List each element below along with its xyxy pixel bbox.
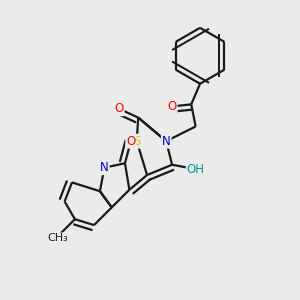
Text: CH₃: CH₃ <box>47 233 68 243</box>
Text: N: N <box>100 161 109 174</box>
Text: O: O <box>115 102 124 115</box>
Text: O: O <box>167 100 177 113</box>
Text: S: S <box>133 135 140 148</box>
Text: O: O <box>126 135 136 148</box>
Text: OH: OH <box>187 163 205 176</box>
Text: N: N <box>162 135 171 148</box>
